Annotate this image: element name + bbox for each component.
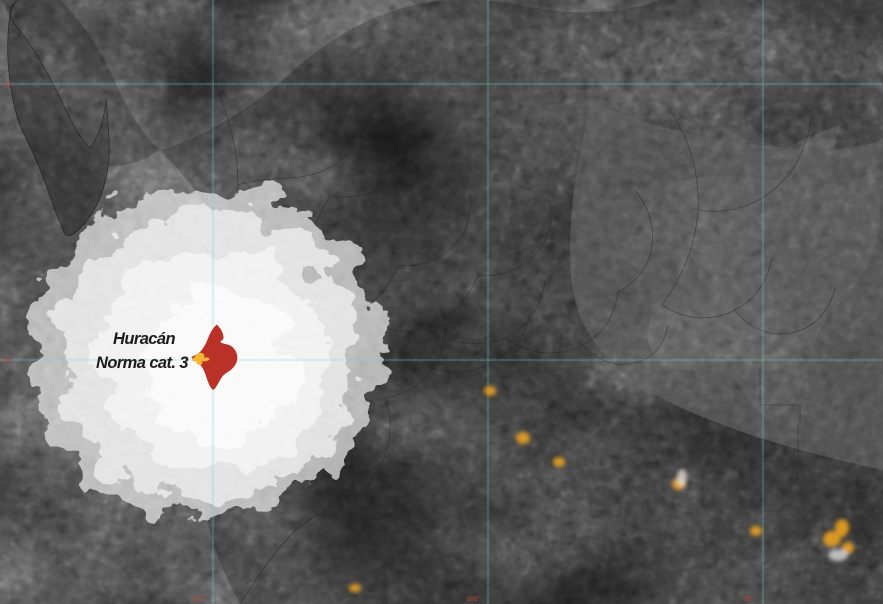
svg-text:100°: 100° bbox=[466, 595, 481, 603]
svg-text:25°: 25° bbox=[2, 357, 13, 365]
svg-text:25°: 25° bbox=[2, 81, 13, 89]
svg-text:Huracán: Huracán bbox=[113, 329, 175, 348]
svg-text:115°: 115° bbox=[191, 595, 205, 603]
svg-text:Norma cat. 3: Norma cat. 3 bbox=[96, 353, 189, 372]
svg-text:90°: 90° bbox=[744, 595, 755, 603]
